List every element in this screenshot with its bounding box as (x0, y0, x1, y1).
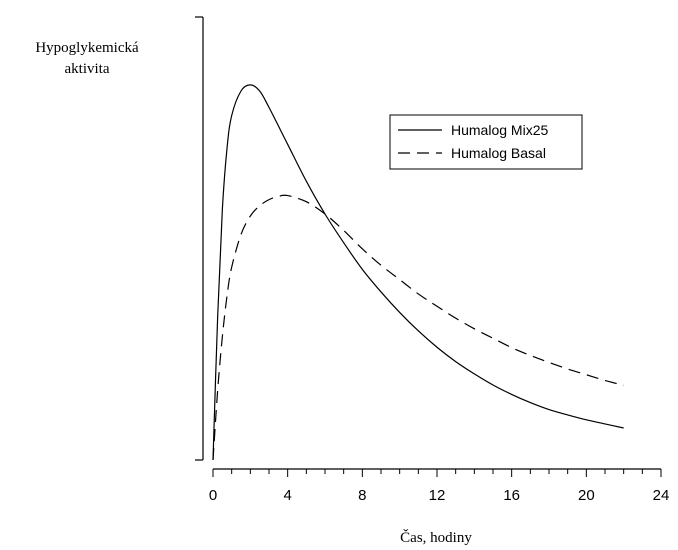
y-axis (195, 16, 204, 461)
legend-label-basal: Humalog Basal (451, 145, 546, 161)
legend: Humalog Mix25 Humalog Basal (389, 114, 583, 170)
x-axis-label: Čas, hodiny (400, 529, 472, 546)
x-tick-label: 16 (503, 487, 520, 504)
y-axis-label-line1: Hypoglykemická (35, 40, 139, 56)
x-tick-label: 24 (653, 487, 670, 504)
x-tick-label: 12 (429, 487, 446, 504)
x-tick-label: 0 (209, 487, 217, 504)
x-tick-label: 4 (283, 487, 291, 504)
y-axis-label-line2: aktivita (65, 61, 110, 77)
series-layer (212, 84, 624, 461)
legend-label-mix25: Humalog Mix25 (451, 122, 548, 138)
x-tick-label: 8 (358, 487, 366, 504)
series-line-basal (212, 194, 624, 461)
legend-box (389, 114, 583, 170)
x-tick-label: 20 (578, 487, 595, 504)
series-line-mix25 (212, 84, 624, 461)
x-axis: 0 4 8 12 16 20 24 (209, 468, 670, 504)
